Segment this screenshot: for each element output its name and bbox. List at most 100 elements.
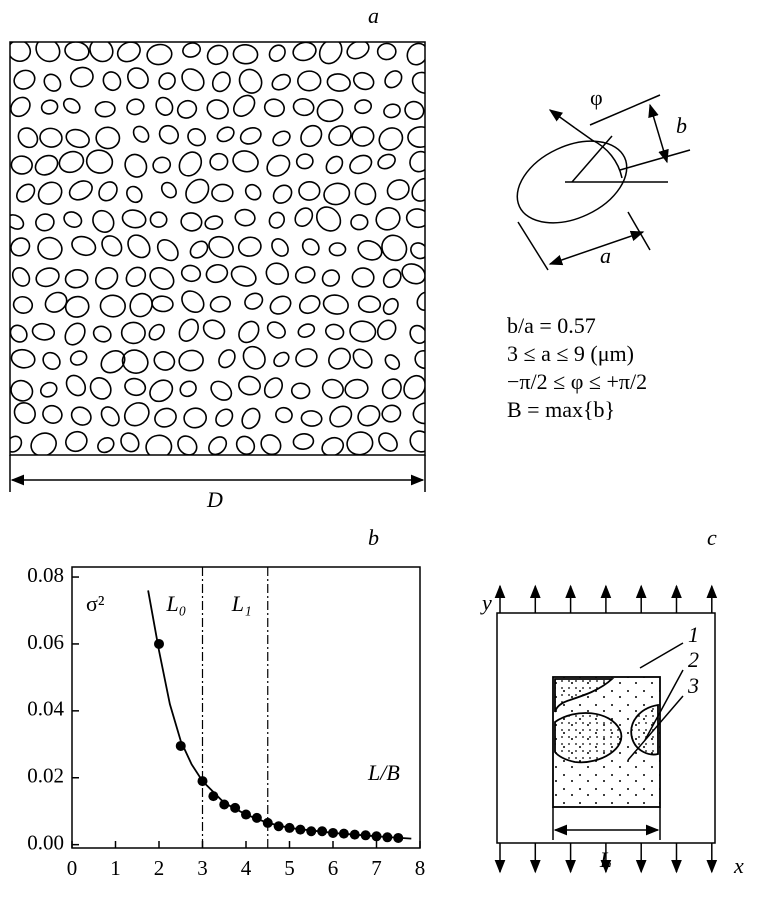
grain <box>244 292 264 310</box>
grain <box>17 127 39 149</box>
grain <box>376 42 397 61</box>
dimension-label: D <box>206 487 223 512</box>
grain <box>298 295 321 315</box>
grain <box>158 72 176 91</box>
grain <box>272 184 293 204</box>
x-tick-label: 2 <box>154 856 165 880</box>
grain <box>322 294 349 315</box>
x-tick-label: 5 <box>284 856 295 880</box>
data-point <box>328 827 338 838</box>
grain <box>37 181 63 205</box>
data-point <box>262 817 273 828</box>
grain <box>350 214 369 231</box>
x-tick-label: 4 <box>241 856 252 880</box>
data-point <box>284 822 295 833</box>
grain <box>94 100 116 118</box>
grain <box>208 235 234 259</box>
grain <box>181 68 205 92</box>
grain <box>346 431 374 455</box>
grain <box>211 183 234 203</box>
grain <box>376 319 397 341</box>
phi-label: φ <box>590 85 603 110</box>
x-tick-label: 8 <box>415 856 426 880</box>
grain <box>10 214 25 230</box>
grain <box>16 183 36 203</box>
data-point <box>382 832 393 843</box>
grain <box>292 433 315 450</box>
grain <box>10 155 33 175</box>
grain <box>268 44 286 62</box>
grain <box>294 266 316 284</box>
y-axis-label: σ² <box>86 591 105 616</box>
grain <box>127 67 149 89</box>
sample-frame <box>9 41 426 456</box>
x-tick-label: 0 <box>67 856 78 880</box>
grain <box>64 322 86 346</box>
data-point <box>360 830 371 841</box>
minor-label: b <box>676 113 687 138</box>
grain <box>101 235 123 257</box>
grain <box>65 374 87 397</box>
grain <box>129 292 153 318</box>
grain <box>180 264 202 283</box>
load-arrows <box>494 584 718 874</box>
size-label: L <box>599 847 612 872</box>
x-axis-label: L/B <box>367 760 400 785</box>
grain <box>92 325 112 343</box>
data-point <box>273 821 284 832</box>
grain <box>10 237 31 257</box>
grain <box>232 43 259 65</box>
grain <box>275 406 293 424</box>
grain <box>62 97 81 114</box>
grain <box>290 382 311 400</box>
param-text: B = max{b} <box>507 397 615 422</box>
grain <box>407 126 425 148</box>
grain <box>321 378 344 399</box>
grain <box>204 215 224 230</box>
grain <box>176 99 198 119</box>
y-tick-label: 0.02 <box>27 764 64 788</box>
grain <box>218 349 236 369</box>
grain <box>13 69 36 90</box>
grain <box>292 97 315 117</box>
grain <box>64 295 90 318</box>
panel-label: c <box>707 525 717 550</box>
grain <box>120 321 146 345</box>
grain <box>127 234 151 259</box>
grain <box>63 211 83 228</box>
grain <box>409 150 425 173</box>
y-tick-label: 0.04 <box>27 697 64 721</box>
grain <box>206 99 229 120</box>
grain <box>185 178 210 204</box>
grain <box>209 295 232 313</box>
grain <box>64 268 89 289</box>
grain <box>382 297 399 316</box>
grain <box>120 432 140 453</box>
grain <box>208 436 228 455</box>
grain <box>89 42 114 63</box>
grain <box>357 240 383 261</box>
grain <box>244 183 262 201</box>
grain <box>209 152 229 171</box>
y-tick-label: 0.00 <box>27 830 64 854</box>
grain <box>235 435 256 455</box>
grain <box>321 269 341 287</box>
grain <box>349 320 377 343</box>
grain <box>409 430 425 453</box>
grain <box>39 381 58 398</box>
grain <box>132 125 150 143</box>
grain <box>234 208 256 227</box>
grain <box>375 207 401 231</box>
grain <box>187 128 206 147</box>
grain <box>318 42 343 65</box>
grain <box>116 42 141 63</box>
grain <box>401 263 425 285</box>
data-point <box>241 809 251 820</box>
data-point <box>230 802 241 813</box>
grain <box>202 319 226 340</box>
grain <box>230 265 257 287</box>
grain <box>271 238 289 257</box>
grain <box>64 42 90 61</box>
data-point <box>295 824 306 835</box>
data-point <box>208 791 219 802</box>
